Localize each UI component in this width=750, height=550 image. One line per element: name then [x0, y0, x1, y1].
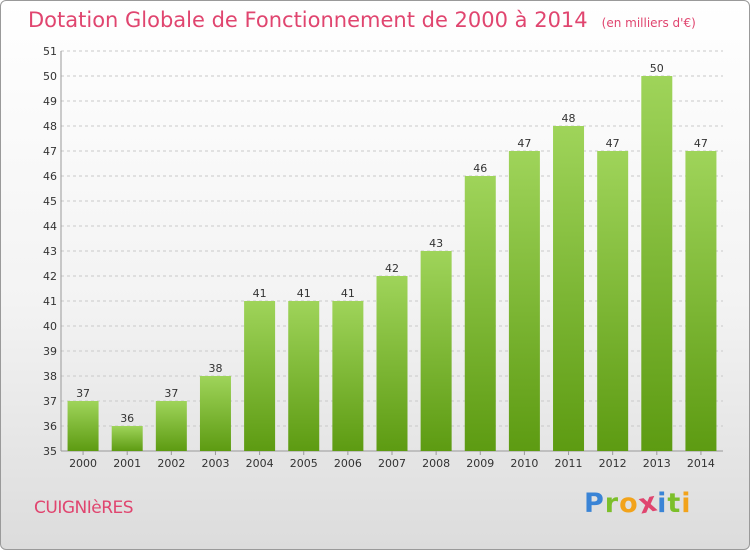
- bar-2011: [553, 126, 585, 451]
- data-label: 42: [385, 262, 399, 275]
- x-tick-label: 2000: [69, 457, 97, 470]
- y-tick-label: 35: [43, 445, 57, 458]
- chart-title: Dotation Globale de Fonctionnement de 20…: [28, 8, 696, 32]
- x-tick-label: 2001: [113, 457, 141, 470]
- proxiti-logo: Proxiti: [584, 486, 692, 520]
- data-label: 37: [164, 387, 178, 400]
- y-tick-label: 43: [43, 245, 57, 258]
- logo-letter: i: [681, 488, 692, 519]
- chart-title-text: Dotation Globale de Fonctionnement de 20…: [28, 8, 588, 32]
- data-label: 50: [650, 62, 664, 75]
- logo-letter: i: [657, 488, 668, 519]
- chart-unit: (en milliers d'€): [601, 16, 696, 30]
- y-tick-label: 39: [43, 345, 57, 358]
- data-label: 41: [341, 287, 355, 300]
- x-tick-label: 2004: [246, 457, 274, 470]
- x-tick-label: 2005: [290, 457, 318, 470]
- y-tick-label: 51: [43, 45, 57, 58]
- x-tick-label: 2006: [334, 457, 362, 470]
- bars: [67, 76, 717, 451]
- bar-2009: [464, 176, 496, 451]
- data-label: 38: [208, 362, 222, 375]
- bar-2003: [199, 376, 231, 451]
- logo-letter: r: [604, 488, 620, 519]
- data-label: 47: [517, 137, 531, 150]
- bar-2004: [244, 301, 276, 451]
- logo-letter: o: [619, 488, 639, 519]
- x-tick-label: 2010: [510, 457, 538, 470]
- x-tick-label: 2002: [157, 457, 185, 470]
- data-label: 48: [562, 112, 576, 125]
- bar-2010: [508, 151, 540, 451]
- data-label: 47: [694, 137, 708, 150]
- y-tick-label: 36: [43, 420, 57, 433]
- data-label: 47: [606, 137, 620, 150]
- logo-letter: t: [667, 488, 682, 519]
- x-tick-label: 2007: [378, 457, 406, 470]
- y-tick-label: 40: [43, 320, 57, 333]
- data-label: 41: [253, 287, 267, 300]
- x-tick-label: 2009: [466, 457, 494, 470]
- data-label: 37: [76, 387, 90, 400]
- bar-2001: [111, 426, 143, 451]
- x-tick-label: 2014: [687, 457, 715, 470]
- x-tick-labels: 2000 2001 2002 2003 2004 2005 2006 2007 2008 2009…: [69, 451, 715, 470]
- commune-name: CUIGNIèRES: [34, 498, 134, 518]
- logo-letter: P: [584, 488, 605, 519]
- data-labels: 37 36 37 38 41 41 41 42 43 46 47 48 47 50 47: [76, 62, 708, 425]
- y-tick-label: 38: [43, 370, 57, 383]
- y-tick-label: 42: [43, 270, 57, 283]
- bar-2013: [641, 76, 673, 451]
- bar-2005: [288, 301, 320, 451]
- y-tick-label: 44: [43, 220, 57, 233]
- data-label: 41: [297, 287, 311, 300]
- y-tick-label: 49: [43, 95, 57, 108]
- x-tick-label: 2012: [599, 457, 627, 470]
- bar-2008: [420, 251, 452, 451]
- bar-2007: [376, 276, 408, 451]
- bar-2000: [67, 401, 99, 451]
- y-tick-label: 48: [43, 120, 57, 133]
- x-tick-label: 2003: [201, 457, 229, 470]
- y-tick-label: 45: [43, 195, 57, 208]
- y-tick-labels: 35 36 37 38 39 40 41 42 43 44 45 46 47 48 49 50 51: [43, 45, 57, 458]
- x-tick-label: 2011: [555, 457, 583, 470]
- y-tick-label: 41: [43, 295, 57, 308]
- data-label: 36: [120, 412, 134, 425]
- bar-2014: [685, 151, 717, 451]
- x-tick-label: 2008: [422, 457, 450, 470]
- bar-2002: [155, 401, 187, 451]
- y-tick-label: 37: [43, 395, 57, 408]
- bar-2006: [332, 301, 364, 451]
- bar-2012: [597, 151, 629, 451]
- data-label: 46: [473, 162, 487, 175]
- y-tick-label: 47: [43, 145, 57, 158]
- x-tick-label: 2013: [643, 457, 671, 470]
- y-tick-label: 50: [43, 70, 57, 83]
- y-tick-label: 46: [43, 170, 57, 183]
- data-label: 43: [429, 237, 443, 250]
